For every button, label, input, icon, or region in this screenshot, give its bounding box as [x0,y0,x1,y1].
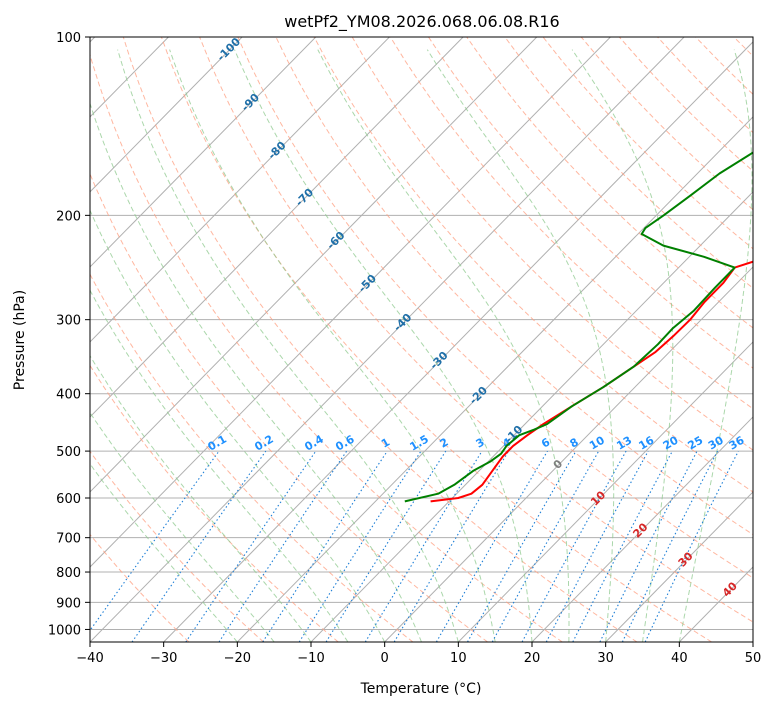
dry-adiabat [90,52,563,642]
y-tick-label: 500 [56,445,81,460]
background-lines [90,37,753,642]
x-tick-label: 20 [524,651,541,666]
mixing-ratio-labels: 0.1 0.2 0.4 0.6 1 1.5 2 3 4 6 8 10 13 16 20 25 30 36 [206,432,747,453]
isotherm-line [90,37,243,193]
dewpoint-profile [404,151,753,503]
dry-adiabat [237,37,753,579]
x-tick-label: −20 [224,651,251,666]
mixing-ratio-line [185,450,317,642]
x-tick-label: 40 [671,651,688,666]
dry-adiabat [275,37,753,536]
isotherm-line [384,266,753,642]
dry-adiabat [90,533,190,642]
y-tick-label: 100 [56,31,81,46]
chart-title: wetPf2_YM08.2026.068.06.08.R16 [284,12,559,32]
dry-adiabat [389,37,753,410]
isotherm-line [605,491,753,642]
dry-adiabat [199,37,753,623]
moist-adiabat [90,354,312,642]
x-axis-label: Temperature (°C) [360,681,482,697]
dry-adiabat [466,37,753,329]
mixing-ratio-line [545,450,649,642]
isotherm-line [90,37,464,418]
y-tick-label: 1000 [48,623,81,638]
isotherm-line [90,37,611,568]
mixing-ratio-line [262,450,388,642]
moist-adiabat [169,49,496,642]
x-tick-label: −10 [297,651,324,666]
mixing-ratio-line [491,450,600,642]
y-axis: 100 200 300 400 500 600 700 800 900 1000 [48,31,90,638]
series-layer [404,151,753,503]
dry-adiabat [90,273,414,642]
isotherm-line [90,37,390,343]
y-tick-label: 400 [56,388,81,403]
x-axis: −40 −30 −20 −10 0 10 20 30 40 50 [76,642,761,666]
moist-adiabat [678,49,753,642]
isotherm-line [236,116,753,642]
x-tick-label: 50 [745,651,762,666]
isotherm-line [163,41,753,642]
moist-adiabat [426,49,615,642]
x-tick-label: −40 [76,651,103,666]
dry-adiabat [313,37,753,493]
y-tick-label: 300 [56,314,81,329]
y-axis-label: Pressure (hPa) [12,290,28,390]
moist-adiabat [234,49,533,642]
mixing-ratio-line [218,450,348,642]
temperature-profile [430,260,753,503]
moist-adiabat [90,411,275,642]
y-tick-label: 600 [56,492,81,507]
moist-adiabat [90,463,238,642]
plot-frame [89,36,754,643]
x-tick-label: 10 [450,651,467,666]
moist-adiabat [90,101,422,642]
y-tick-label: 900 [56,596,81,611]
moist-adiabat [90,209,386,642]
moist-adiabat [571,49,674,642]
moist-adiabat [317,49,570,642]
dry-adiabat [122,37,638,642]
isotherm-line [457,341,753,642]
plot-area: -100-90-80-70-60-50-40-30-20-10010203040… [90,37,753,642]
y-tick-label: 800 [56,566,81,581]
mixing-ratio-line [467,450,577,642]
mixing-ratio-line [131,450,267,642]
isotherm-line [90,37,538,493]
y-tick-label: 200 [56,209,81,224]
x-tick-label: 0 [381,651,389,666]
moist-adiabat [90,289,349,642]
mixing-ratio-line [364,450,483,642]
mixing-ratio-line [621,450,719,642]
mixing-ratio-line [521,450,627,642]
x-tick-label: −30 [150,651,177,666]
mixing-ratio-line [90,450,220,632]
moist-adiabat [117,49,459,642]
dry-adiabat [160,37,712,642]
mixing-ratio-line [298,450,422,642]
x-tick-label: 30 [597,651,614,666]
isotherm-line [531,416,753,642]
mixing-ratio-line [599,450,698,642]
y-tick-label: 700 [56,532,81,547]
isotherm-line [90,37,317,268]
isotherm-line [310,191,753,642]
dry-adiabat [504,37,753,289]
dry-adiabat [90,364,339,642]
